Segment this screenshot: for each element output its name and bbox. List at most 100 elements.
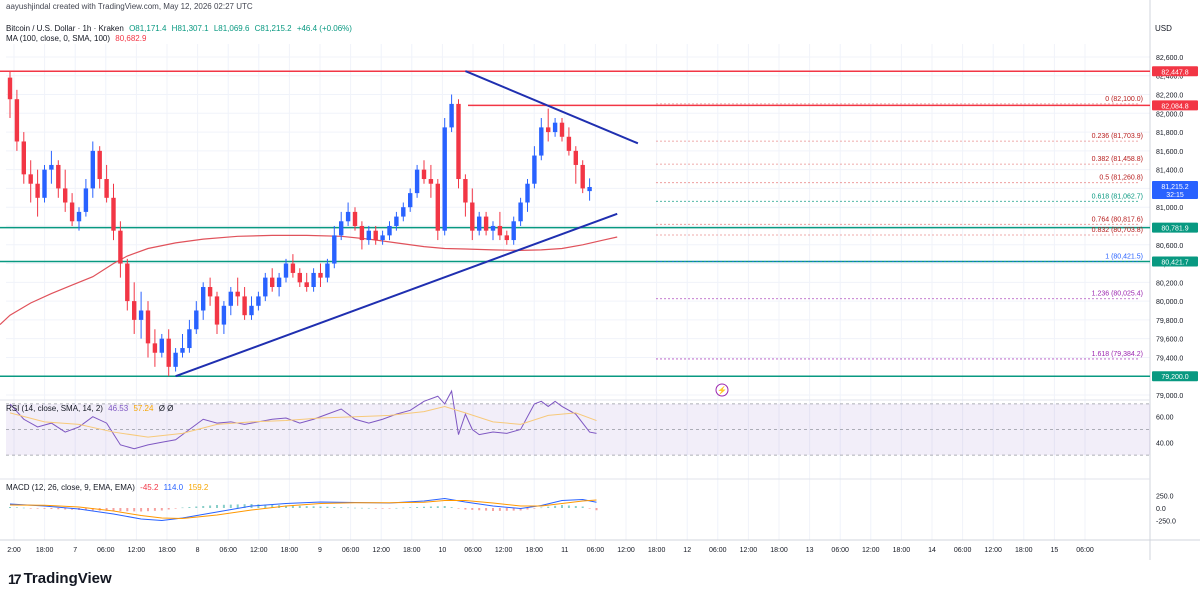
macd-histogram-bar	[429, 506, 432, 508]
macd-histogram-bar	[91, 508, 94, 511]
macd-histogram-bar	[174, 508, 177, 509]
time-tick-label: 06:00	[831, 547, 849, 554]
rsi-legend[interactable]: RSI (14, close, SMA, 14, 2) 46.53 57.24 …	[6, 404, 176, 413]
candles	[7, 71, 592, 377]
macd-histogram-bar	[512, 508, 515, 511]
ma-value: 80,682.9	[115, 34, 147, 43]
time-tick-label: 12:00	[984, 547, 1002, 554]
time-tick-label: 18:00	[158, 547, 176, 554]
trendline-descending	[465, 70, 639, 145]
candle-body	[311, 272, 316, 288]
macd-tick-label: 0.0	[1156, 506, 1166, 513]
time-tick-label: 8	[196, 547, 200, 554]
candle-body	[394, 216, 399, 226]
currency-label[interactable]: USD	[1155, 24, 1172, 33]
candle-body	[497, 225, 503, 236]
macd-histogram-bar	[291, 505, 294, 508]
fib-label: 0.382 (81,458.8)	[1092, 156, 1143, 163]
ma-legend[interactable]: MA (100, close, 0, SMA, 100) 80,682.9	[6, 34, 149, 43]
indicator-panes	[6, 403, 1150, 456]
macd-line-value: 114.0	[163, 483, 184, 492]
candle-body	[138, 310, 144, 320]
macd-histogram-bar	[264, 504, 267, 508]
time-tick-label: 06:00	[709, 547, 727, 554]
time-tick-label: 06:00	[219, 547, 237, 554]
candle-body	[242, 296, 247, 316]
macd-histogram-bar	[305, 506, 308, 508]
candle-body	[387, 225, 392, 236]
candle-body	[221, 305, 227, 325]
candle-body	[332, 235, 337, 264]
candle-body	[97, 150, 102, 180]
candle-body	[518, 202, 523, 222]
level-price-tag	[1152, 371, 1198, 382]
macd-histogram-bar	[181, 507, 184, 509]
macd-histogram-bar	[319, 506, 322, 508]
fib-label: 0.764 (80,817.6)	[1092, 216, 1143, 223]
last-price-countdown: 32:15	[1166, 192, 1184, 199]
candle-body	[297, 272, 302, 283]
macd-histogram-bar	[409, 507, 412, 508]
price-tick-label: 81,600.0	[1156, 149, 1183, 156]
macd-histogram-bar	[333, 507, 336, 508]
candle-body	[587, 186, 592, 192]
event-marker-icon	[715, 383, 729, 397]
candle-body	[63, 188, 68, 203]
macd-tick-label: 250.0	[1156, 494, 1174, 501]
candle-body	[166, 338, 171, 367]
time-tick-label: 7	[73, 547, 77, 554]
macd-histogram-bar	[340, 507, 343, 508]
candle-body	[35, 183, 40, 198]
symbol-title[interactable]: Bitcoin / U.S. Dollar · 1h · Kraken	[6, 24, 124, 33]
time-tick-label: 10	[439, 547, 447, 554]
macd-histogram-bar	[574, 506, 577, 508]
macd-histogram-bar	[457, 508, 460, 509]
fib-label: 0 (82,100.0)	[1105, 96, 1143, 103]
candle-body	[580, 164, 585, 189]
candle-body	[228, 291, 233, 306]
candle-body	[132, 301, 137, 320]
fib-label: 1.236 (80,025.4)	[1092, 291, 1143, 298]
macd-histogram-bar	[395, 507, 398, 509]
level-price-label: 80,781.9	[1161, 226, 1188, 233]
candle-body	[83, 188, 89, 212]
symbol-ohlc-line: Bitcoin / U.S. Dollar · 1h · Kraken O81,…	[6, 24, 355, 33]
candle-body	[283, 263, 289, 278]
level-price-tag	[1152, 66, 1198, 77]
candle-body	[339, 221, 344, 236]
level-price-tag	[1152, 256, 1198, 267]
candle-body	[145, 310, 151, 344]
time-tick-label: 14	[928, 547, 936, 554]
price-tick-label: 81,400.0	[1156, 168, 1183, 175]
candle-body	[552, 122, 558, 133]
macd-histogram-bar	[229, 504, 232, 508]
price-tick-label: 79,600.0	[1156, 337, 1183, 344]
macd-histogram-bar	[119, 508, 122, 512]
macd-histogram-bar	[540, 507, 543, 509]
ma-100-line	[0, 234, 618, 326]
time-tick-label: 12	[683, 547, 691, 554]
fibonacci-retracement: 0 (82,100.0) 0.236 (81,703.9) 0.382 (81,45…	[656, 96, 1143, 360]
macd-histogram-bar	[188, 507, 191, 508]
tradingview-logo[interactable]: 17 TradingView	[8, 570, 112, 587]
ma-100-polyline	[0, 234, 618, 326]
macd-histogram-bar	[485, 508, 488, 511]
candle-body	[152, 343, 158, 353]
macd-legend[interactable]: MACD (12, 26, close, 9, EMA, EMA) -45.2 …	[6, 483, 211, 492]
macd-histogram-bar	[195, 506, 198, 508]
rsi-tick-label: 60.00	[1156, 415, 1174, 422]
candle-body	[546, 127, 551, 133]
time-tick-label: 18:00	[770, 547, 788, 554]
price-tick-label: 79,000.0	[1156, 393, 1183, 400]
fib-label: 0.618 (81,062.7)	[1092, 193, 1143, 200]
event-marker-glyph: ⚡	[717, 385, 727, 395]
ohlc-high: H81,307.1	[171, 24, 209, 33]
macd-histogram-bar	[567, 505, 570, 508]
macd-histogram-bar	[443, 506, 446, 508]
candle-body	[490, 225, 496, 231]
rsi-pane: 40.00 60.00	[9, 389, 1174, 450]
macd-histogram-bar	[367, 507, 370, 509]
fib-label: 0.5 (81,260.8)	[1099, 175, 1143, 182]
